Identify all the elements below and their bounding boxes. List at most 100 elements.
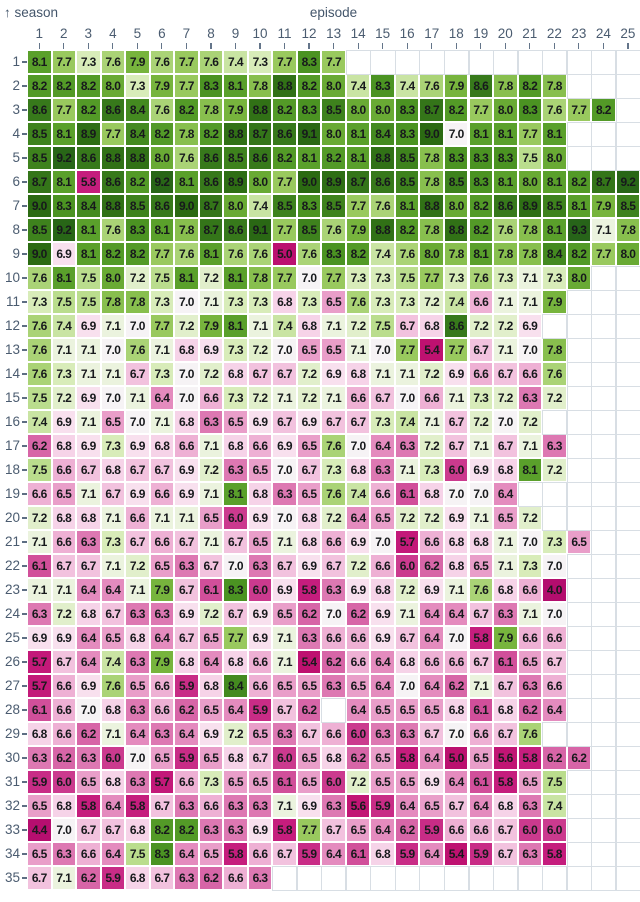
heatmap-cell[interactable]: 6.2 [395, 819, 419, 841]
heatmap-cell[interactable]: 5.4 [420, 339, 443, 361]
heatmap-cell[interactable]: 6.3 [77, 747, 100, 769]
heatmap-cell[interactable]: 7.7 [175, 51, 198, 73]
heatmap-cell[interactable]: 6.8 [371, 843, 394, 865]
heatmap-cell[interactable]: 6.6 [469, 291, 493, 313]
heatmap-cell[interactable]: 7.0 [444, 123, 468, 145]
heatmap-cell[interactable]: 7.8 [101, 291, 125, 313]
heatmap-cell[interactable]: 7.7 [224, 627, 247, 649]
heatmap-cell[interactable]: 8.0 [248, 171, 272, 193]
heatmap-cell[interactable]: 6.6 [248, 843, 272, 865]
heatmap-cell[interactable]: 6.4 [444, 603, 468, 625]
heatmap-cell[interactable]: 6.7 [101, 819, 125, 841]
heatmap-cell[interactable]: 7.1 [322, 387, 345, 409]
heatmap-cell[interactable]: 6.3 [395, 435, 419, 457]
heatmap-cell[interactable]: 6.3 [28, 603, 51, 625]
heatmap-cell[interactable]: 7.1 [273, 531, 296, 553]
heatmap-cell[interactable]: 7.8 [199, 99, 223, 121]
heatmap-cell[interactable]: 8.6 [224, 219, 247, 241]
heatmap-cell[interactable]: 6.2 [518, 699, 542, 721]
heatmap-cell[interactable]: 7.1 [273, 387, 296, 409]
heatmap-cell[interactable]: 6.4 [420, 843, 443, 865]
heatmap-cell[interactable]: 6.9 [248, 603, 272, 625]
heatmap-cell[interactable]: 8.0 [518, 171, 542, 193]
heatmap-cell[interactable]: 7.1 [469, 507, 493, 529]
heatmap-cell[interactable]: 7.9 [199, 315, 223, 337]
heatmap-cell[interactable]: 6.6 [52, 723, 76, 745]
heatmap-cell[interactable]: 8.8 [126, 147, 149, 169]
heatmap-cell[interactable]: 6.3 [150, 723, 174, 745]
heatmap-cell[interactable]: 7.3 [469, 387, 493, 409]
heatmap-cell[interactable]: 6.7 [248, 747, 272, 769]
heatmap-cell[interactable]: 8.7 [592, 171, 615, 193]
heatmap-cell[interactable]: 6.8 [494, 699, 517, 721]
heatmap-cell[interactable]: 6.9 [77, 315, 100, 337]
heatmap-cell[interactable]: 7.5 [150, 267, 174, 289]
heatmap-cell[interactable]: 7.2 [346, 315, 370, 337]
heatmap-cell[interactable]: 7.6 [518, 723, 542, 745]
heatmap-cell[interactable]: 8.8 [224, 123, 247, 145]
heatmap-cell[interactable]: 5.0 [273, 243, 296, 265]
heatmap-cell[interactable]: 7.6 [28, 267, 51, 289]
heatmap-cell[interactable]: 6.5 [567, 531, 591, 553]
heatmap-cell[interactable]: 8.3 [444, 147, 468, 169]
heatmap-cell[interactable]: 7.6 [322, 435, 345, 457]
heatmap-cell[interactable]: 7.3 [77, 51, 100, 73]
heatmap-cell[interactable]: 6.1 [346, 843, 370, 865]
heatmap-cell[interactable]: 8.1 [28, 51, 51, 73]
heatmap-cell[interactable]: 6.7 [444, 795, 468, 817]
heatmap-cell[interactable]: 5.7 [150, 771, 174, 793]
heatmap-cell[interactable]: 7.8 [175, 123, 198, 145]
heatmap-cell[interactable]: 6.9 [248, 627, 272, 649]
heatmap-cell[interactable]: 7.5 [77, 267, 100, 289]
heatmap-cell[interactable]: 7.6 [395, 243, 419, 265]
heatmap-cell[interactable]: 8.5 [444, 171, 468, 193]
heatmap-cell[interactable]: 7.3 [518, 555, 542, 577]
heatmap-cell[interactable]: 7.2 [52, 387, 76, 409]
heatmap-cell[interactable]: 8.9 [224, 171, 247, 193]
heatmap-cell[interactable]: 7.3 [52, 363, 76, 385]
heatmap-cell[interactable]: 6.9 [199, 723, 223, 745]
heatmap-cell[interactable]: 8.6 [444, 315, 468, 337]
heatmap-cell[interactable]: 6.4 [346, 507, 370, 529]
heatmap-cell[interactable]: 8.4 [126, 99, 149, 121]
heatmap-cell[interactable]: 7.1 [395, 363, 419, 385]
heatmap-cell[interactable]: 7.3 [101, 531, 125, 553]
heatmap-cell[interactable]: 6.7 [273, 411, 296, 433]
heatmap-cell[interactable]: 6.9 [444, 507, 468, 529]
heatmap-cell[interactable]: 8.3 [297, 195, 321, 217]
heatmap-cell[interactable]: 5.8 [543, 843, 566, 865]
heatmap-cell[interactable]: 8.8 [371, 147, 394, 169]
heatmap-cell[interactable]: 8.5 [322, 99, 345, 121]
heatmap-cell[interactable]: 7.7 [322, 51, 345, 73]
heatmap-cell[interactable]: 7.1 [469, 435, 493, 457]
heatmap-cell[interactable]: 6.4 [346, 699, 370, 721]
heatmap-cell[interactable]: 6.5 [101, 411, 125, 433]
heatmap-cell[interactable]: 9.1 [248, 219, 272, 241]
heatmap-cell[interactable]: 6.9 [52, 243, 76, 265]
heatmap-cell[interactable]: 7.2 [52, 603, 76, 625]
heatmap-cell[interactable]: 6.4 [371, 819, 394, 841]
heatmap-cell[interactable]: 7.7 [52, 51, 76, 73]
heatmap-cell[interactable]: 7.3 [371, 411, 394, 433]
heatmap-cell[interactable]: 7.1 [371, 363, 394, 385]
heatmap-cell[interactable]: 8.6 [273, 123, 296, 145]
heatmap-cell[interactable]: 6.8 [297, 531, 321, 553]
heatmap-cell[interactable]: 7.8 [494, 243, 517, 265]
heatmap-cell[interactable]: 6.5 [273, 675, 296, 697]
heatmap-cell[interactable]: 7.1 [150, 411, 174, 433]
heatmap-cell[interactable]: 7.3 [224, 291, 247, 313]
heatmap-cell[interactable]: 7.1 [28, 531, 51, 553]
heatmap-cell[interactable]: 6.3 [248, 867, 272, 889]
heatmap-cell[interactable]: 7.2 [494, 315, 517, 337]
heatmap-cell[interactable]: 6.6 [543, 627, 566, 649]
heatmap-cell[interactable]: 6.4 [224, 699, 247, 721]
heatmap-cell[interactable]: 7.3 [150, 363, 174, 385]
heatmap-cell[interactable]: 7.2 [518, 411, 542, 433]
heatmap-cell[interactable]: 8.9 [322, 171, 345, 193]
heatmap-cell[interactable]: 8.8 [248, 99, 272, 121]
heatmap-cell[interactable]: 8.6 [371, 171, 394, 193]
heatmap-cell[interactable]: 6.9 [371, 627, 394, 649]
heatmap-cell[interactable]: 6.8 [52, 435, 76, 457]
heatmap-cell[interactable]: 6.6 [322, 627, 345, 649]
heatmap-cell[interactable]: 8.2 [101, 243, 125, 265]
